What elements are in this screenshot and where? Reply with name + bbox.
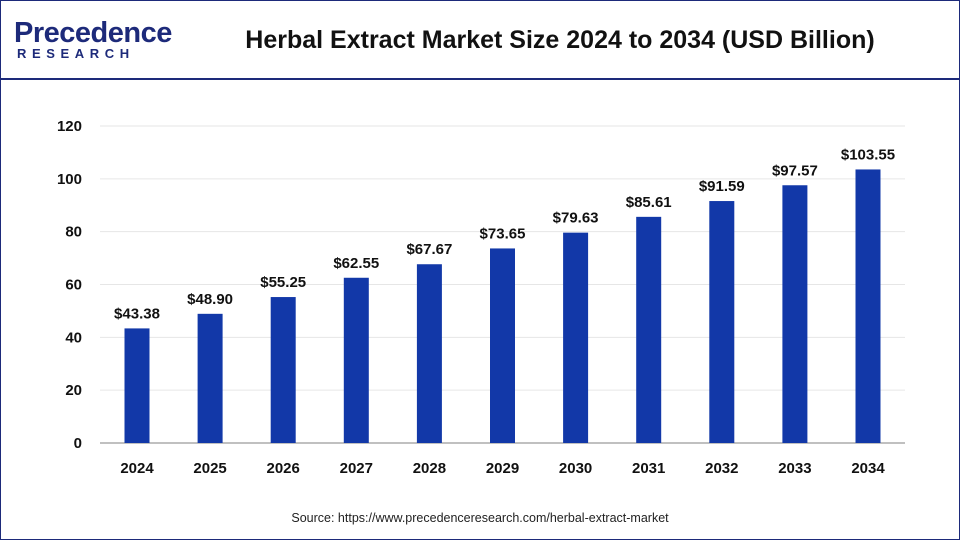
logo-wordmark: Precedence <box>14 17 172 49</box>
y-tick-label: 20 <box>65 382 82 399</box>
bar-2033 <box>782 185 808 443</box>
x-tick-label: 2030 <box>559 460 592 477</box>
y-tick-label: 40 <box>65 329 82 346</box>
data-label: $103.55 <box>841 146 895 163</box>
x-tick-label: 2031 <box>632 460 665 477</box>
y-tick-label: 60 <box>65 277 82 294</box>
data-label: $73.65 <box>480 225 526 242</box>
bar-2030 <box>563 232 589 443</box>
y-tick-label: 100 <box>57 171 82 188</box>
logo-subtitle: RESEARCH <box>17 46 135 61</box>
bar-2028 <box>416 264 442 443</box>
bar-2029 <box>490 248 515 443</box>
header: Precedence RESEARCH Herbal Extract Marke… <box>0 0 960 80</box>
bar-2034 <box>855 169 881 443</box>
data-label: $85.61 <box>626 194 672 211</box>
x-tick-label: 2025 <box>193 460 226 477</box>
y-tick-label: 80 <box>65 224 82 241</box>
bar-2032 <box>709 201 735 443</box>
data-label: $91.59 <box>699 178 745 195</box>
bar-chart: 0 20 40 60 80 100 120 $43.38 2024 $48.90 2025 $55.2… <box>0 80 960 500</box>
bar-2024 <box>124 328 150 443</box>
data-label: $97.57 <box>772 162 818 179</box>
bar-2027 <box>343 277 369 443</box>
x-tick-label: 2034 <box>851 460 885 477</box>
data-label: $48.90 <box>187 291 233 308</box>
brand-logo: Precedence RESEARCH <box>14 16 172 66</box>
data-label: $79.63 <box>553 210 599 227</box>
data-label: $62.55 <box>333 255 379 272</box>
x-tick-label: 2033 <box>778 460 811 477</box>
chart-title: Herbal Extract Market Size 2024 to 2034 … <box>245 26 875 54</box>
y-tick-label: 120 <box>57 118 82 135</box>
x-tick-label: 2032 <box>705 460 738 477</box>
bar-2031 <box>636 216 662 443</box>
x-tick-label: 2027 <box>340 460 373 477</box>
source-note: Source: https://www.precedenceresearch.c… <box>291 511 669 525</box>
x-tick-label: 2029 <box>486 460 519 477</box>
x-tick-label: 2028 <box>413 460 446 477</box>
y-tick-label: 0 <box>74 435 82 452</box>
chart-svg: 0 20 40 60 80 100 120 $43.38 2024 $48.90 2025 $55.2… <box>57 118 905 477</box>
bar-2025 <box>197 313 223 443</box>
x-tick-label: 2024 <box>120 460 154 477</box>
data-label: $43.38 <box>114 305 160 322</box>
bar-2026 <box>270 297 296 443</box>
x-tick-label: 2026 <box>267 460 300 477</box>
data-label: $55.25 <box>260 274 306 291</box>
data-label: $67.67 <box>406 241 452 258</box>
